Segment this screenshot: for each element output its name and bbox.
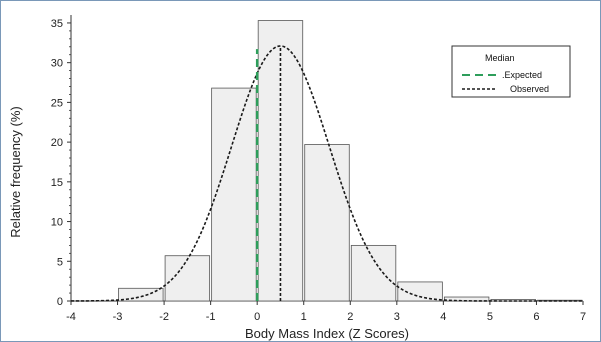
y-tick-label: 10 — [51, 217, 63, 229]
y-tick-label: 5 — [57, 256, 63, 268]
x-tick-label: 3 — [394, 311, 400, 323]
median-lines-group — [255, 45, 282, 301]
x-tick-label: 7 — [580, 311, 586, 323]
legend-entry-expected: .Expected — [502, 70, 542, 80]
normal-curve — [71, 45, 583, 302]
y-tick-label: 35 — [51, 18, 63, 30]
histogram-bar — [304, 144, 350, 302]
y-tick-label: 0 — [57, 296, 63, 308]
x-tick-label: -2 — [159, 311, 169, 323]
x-tick-label: -1 — [206, 311, 216, 323]
legend-title: Median — [485, 53, 515, 63]
legend-entry-observed: Observed — [510, 84, 549, 94]
y-tick-label: 25 — [51, 97, 63, 109]
x-tick-label: -3 — [113, 311, 123, 323]
x-tick-label: 5 — [487, 311, 493, 323]
x-tick-label: 2 — [347, 311, 353, 323]
legend-box — [451, 45, 571, 98]
x-tick-label: 0 — [254, 311, 260, 323]
y-axis-label: Relative frequency (%) — [8, 106, 23, 238]
histogram-bar — [211, 87, 257, 302]
x-tick-label: 4 — [440, 311, 446, 323]
histogram-bar — [490, 299, 536, 302]
histogram-bar — [350, 244, 397, 302]
histogram-bar — [397, 281, 443, 302]
y-tick-label: 20 — [51, 137, 63, 149]
bars-group — [118, 20, 583, 302]
x-tick-label: 1 — [301, 311, 307, 323]
histogram-bar — [118, 287, 164, 302]
x-tick-label: -4 — [66, 311, 76, 323]
x-axis-label: Body Mass Index (Z Scores) — [245, 326, 409, 341]
x-tick-label: 6 — [533, 311, 539, 323]
y-tick-label: 30 — [51, 58, 63, 70]
curve-group — [71, 45, 583, 302]
y-tick-label: 15 — [51, 177, 63, 189]
legend: Median .Expected Observed — [451, 45, 571, 98]
